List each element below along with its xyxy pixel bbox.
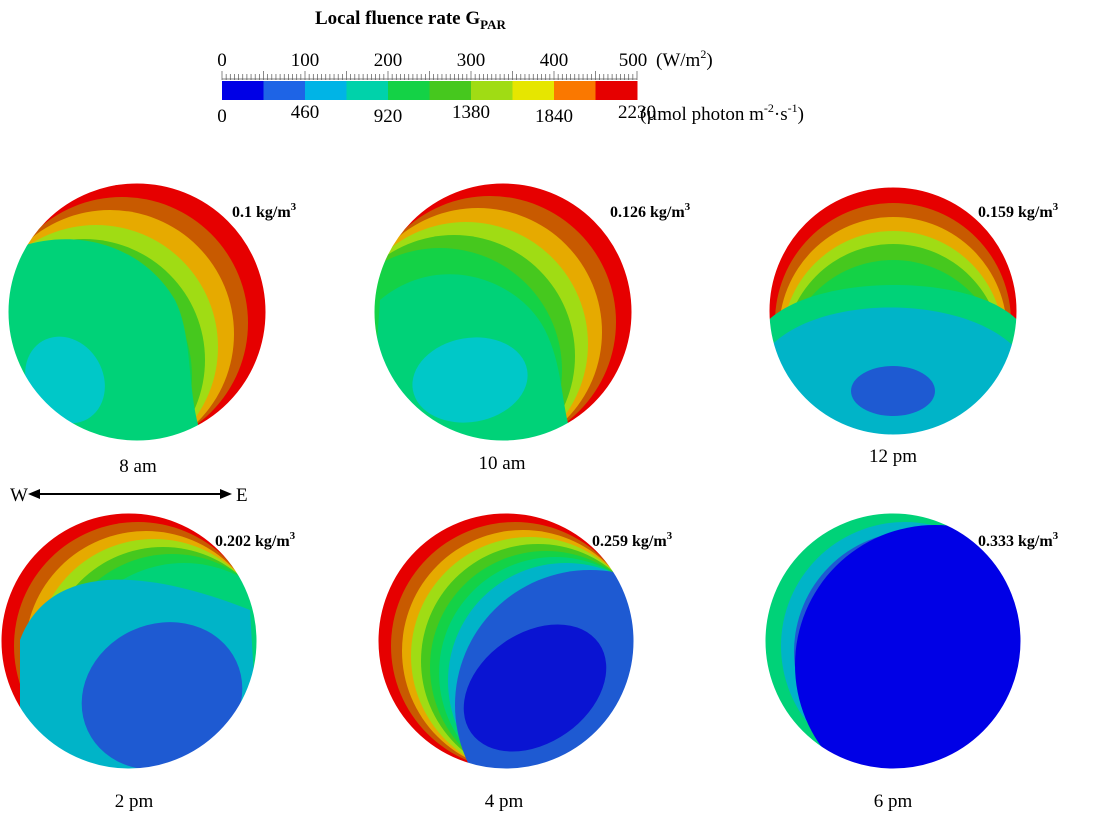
panel-4pm: 0.259 kg/m3 4 pm xyxy=(377,512,673,812)
direction-indicator: W E xyxy=(10,485,248,506)
time-label: 6 pm xyxy=(874,791,913,812)
colorbar-bottom-tick-label: 2230 xyxy=(618,102,656,123)
panel-12pm: 0.159 kg/m3 12 pm xyxy=(768,186,1059,467)
colorbar-bottom-tick-label: 920 xyxy=(374,106,403,127)
colorbar-top-tick-label: 0 xyxy=(217,50,227,71)
density-label: 0.333 kg/m3 xyxy=(978,530,1059,550)
colorbar-cell xyxy=(388,81,430,100)
colorbar-cell xyxy=(471,81,513,100)
panel-10am: 0.126 kg/m3 10 am xyxy=(373,182,691,474)
colorbar-bottom-unit: (µmol photon m-2·s-1) xyxy=(640,101,804,125)
colorbar-cell xyxy=(346,81,389,100)
colorbar: 0 100 200 300 400 500 0 460 920 1380 1840 2230 (W/… xyxy=(217,47,804,127)
colorbar-bottom-tick-label: 460 xyxy=(291,102,320,123)
colorbar-cell xyxy=(429,81,472,100)
colorbar-top-tick-label: 200 xyxy=(374,50,403,71)
density-label: 0.126 kg/m3 xyxy=(610,201,691,221)
panel-2pm: 0.202 kg/m3 2 pm xyxy=(0,512,296,812)
time-label: 10 am xyxy=(479,453,526,474)
title-subscript: PAR xyxy=(480,17,506,32)
arrow-head-west xyxy=(28,489,40,499)
colorbar-bottom-labels: 0 460 920 1380 1840 2230 xyxy=(217,102,656,127)
time-label: 12 pm xyxy=(869,446,917,467)
time-label: 8 am xyxy=(119,456,157,477)
colorbar-top-tick-label: 100 xyxy=(291,50,320,71)
colorbar-top-labels: 0 100 200 300 400 500 xyxy=(217,50,647,71)
colorbar-bottom-tick-label: 1380 xyxy=(452,102,490,123)
panel-8am: 0.1 kg/m3 8 am xyxy=(7,182,297,477)
east-label: E xyxy=(236,485,248,506)
colorbar-cells xyxy=(222,81,638,100)
time-label: 4 pm xyxy=(485,791,524,812)
colorbar-cell xyxy=(512,81,555,100)
colorbar-minor-ticks xyxy=(221,71,638,80)
west-label: W xyxy=(10,485,28,506)
colorbar-cell xyxy=(554,81,596,100)
colorbar-cell xyxy=(263,81,306,100)
colorbar-bottom-tick-label: 1840 xyxy=(535,106,573,127)
colorbar-top-tick-label: 400 xyxy=(540,50,569,71)
colorbar-bottom-tick-label: 0 xyxy=(217,106,227,127)
density-label: 0.202 kg/m3 xyxy=(215,530,296,550)
arrow-head-east xyxy=(220,489,232,499)
density-label: 0.1 kg/m3 xyxy=(232,201,297,221)
colorbar-cell xyxy=(222,81,264,100)
time-label: 2 pm xyxy=(115,791,154,812)
density-label: 0.259 kg/m3 xyxy=(592,530,673,550)
colorbar-cell xyxy=(595,81,638,100)
colorbar-cell xyxy=(305,81,347,100)
colorbar-top-tick-label: 500 xyxy=(619,50,648,71)
panel-6pm: 0.333 kg/m3 6 pm xyxy=(764,512,1059,812)
colorbar-top-tick-label: 300 xyxy=(457,50,486,71)
figure-title: Local fluence rate GPAR xyxy=(315,8,507,32)
density-label: 0.159 kg/m3 xyxy=(978,201,1059,221)
colorbar-top-unit: (W/m2) xyxy=(656,47,713,71)
